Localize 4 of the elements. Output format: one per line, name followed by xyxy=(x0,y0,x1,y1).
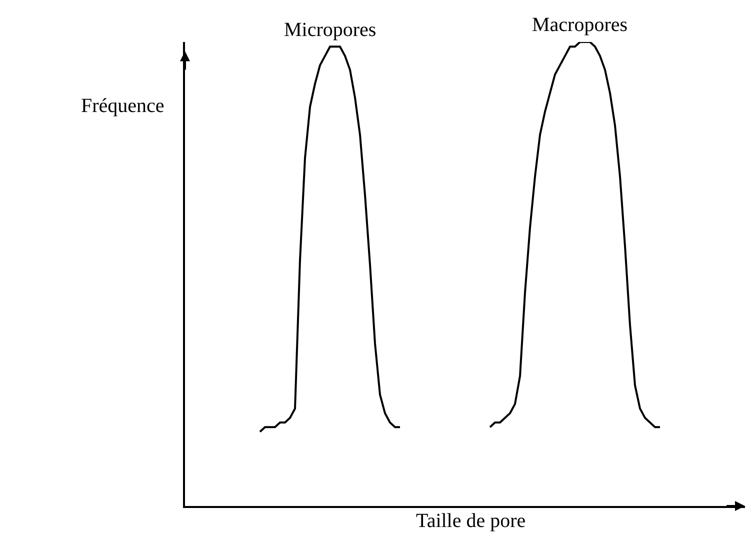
series-label: Micropores xyxy=(284,19,376,41)
y-axis-title: Fréquence xyxy=(81,95,164,117)
series-label: Macropores xyxy=(532,14,628,36)
x-axis-title: Taille de pore xyxy=(416,510,526,532)
